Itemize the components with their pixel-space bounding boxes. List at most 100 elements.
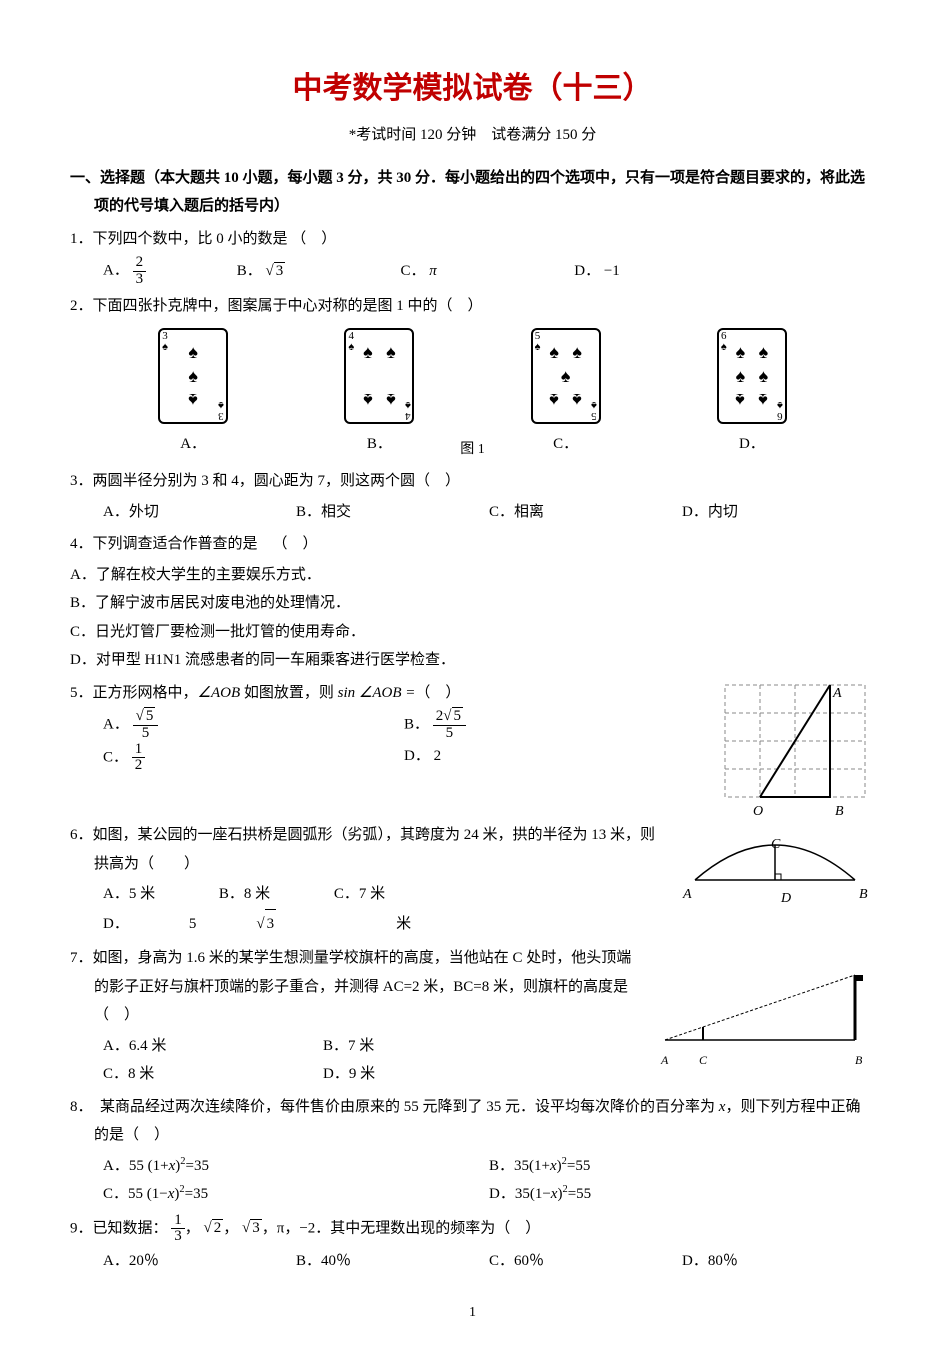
q4-B: B．了解宁波市居民对废电池的处理情况． — [70, 589, 875, 618]
q8-D: D．35(1−x)2=55 — [489, 1180, 875, 1209]
q8-D-pre: D．35(1− — [489, 1186, 551, 1202]
q5-A-value: √5 5 — [133, 709, 159, 742]
pip-icon: ♠ — [363, 391, 373, 409]
q1-A-label: A． — [103, 263, 129, 279]
card-6-pips: ♠ ♠ ♠ ♠ ♠ ♠ — [729, 344, 775, 408]
q5-figure: O B A — [715, 679, 875, 818]
q8-C: C．55 (1−x)2=35 — [103, 1180, 489, 1209]
info-suffix: 分 — [578, 127, 597, 143]
card-3-wrap: 3♠ 3♠ ♠ ♠ ♠ A． — [158, 328, 228, 459]
q3-C: C．相离 — [489, 498, 682, 527]
q7-C-lab: C — [699, 1049, 707, 1072]
pip-icon: ♠ — [188, 343, 198, 361]
pip-icon: ♠ — [572, 343, 582, 361]
q2-B-label: B． — [344, 430, 414, 459]
q8-text-pre: 8． 某商品经过两次连续降价，每件售价由原来的 55 元降到了 35 元．设平均… — [70, 1099, 719, 1115]
exam-info: *考试时间 120 分钟 试卷满分 150 分 — [70, 121, 875, 150]
q5-B-label: B． — [404, 717, 429, 733]
info-prefix: *考试时间 — [349, 127, 420, 143]
q5-D-label: D． — [404, 748, 430, 764]
page-title: 中考数学模拟试卷（十三） — [70, 60, 875, 117]
q1-C-value: π — [429, 263, 437, 279]
q9-sep3: ，π，−2．其中无理数出现的频率为（ ） — [262, 1220, 541, 1236]
card-6-wrap: 6♠ 6♠ ♠ ♠ ♠ ♠ ♠ ♠ D． — [717, 328, 787, 459]
pip-icon: ♠ — [188, 367, 198, 385]
q9-d2-rad: 2 — [212, 1219, 224, 1236]
question-1: 1．下列四个数中，比 0 小的数是 （ ） — [70, 225, 875, 254]
q8-C-pre: C．55 — [103, 1186, 143, 1202]
q1-B-value: √3 — [266, 257, 286, 286]
card-4-rank-tl: 4 — [349, 330, 355, 342]
q8-A-eq: =35 — [185, 1158, 208, 1174]
q5-options-row1: A． √5 5 B． 2√5 5 — [103, 709, 705, 742]
q9-text-pre: 9．已知数据： — [70, 1220, 168, 1236]
q3-options: A．外切 B．相交 C．相离 D．内切 — [103, 498, 875, 527]
q8-options-row1: A．55 (1+x)2=35 B．35(1+x)2=55 — [103, 1152, 875, 1181]
q4-A: A．了解在校大学生的主要娱乐方式． — [70, 561, 875, 590]
card-5-rank-br: 5 — [591, 410, 597, 422]
card-6-corner-tl: 6♠ — [721, 331, 727, 353]
full-score: 150 — [555, 127, 578, 143]
q7-C: C．8 米 — [103, 1060, 323, 1089]
q5-C-num: 1 — [132, 742, 146, 759]
q9-sep1: ， — [185, 1220, 200, 1236]
q1-D-label: D． — [574, 263, 600, 279]
card-3-pips: ♠ ♠ ♠ — [170, 344, 216, 408]
section-1-heading: 一、选择题（本大题共 10 小题，每小题 3 分，共 30 分．每小题给出的四个… — [70, 164, 875, 221]
q6-figure: A B C D — [675, 825, 875, 906]
q3-D: D．内切 — [682, 498, 875, 527]
q4-D: D．对甲型 H1N1 流感患者的同一车厢乘客进行医学检查． — [70, 646, 875, 675]
q9-d3: √3 — [242, 1214, 262, 1243]
question-9: 9．已知数据： 1 3 ， √2， √3，π，−2．其中无理数出现的频率为（ ） — [70, 1213, 875, 1246]
q5-text-pre: 5．正方形网格中， — [70, 685, 198, 701]
card-5-pips: ♠ ♠ ♠ ♠ ♠ — [543, 344, 589, 408]
info-mid: 分钟 试卷满分 — [442, 127, 555, 143]
q4-C: C．日光灯管厂要检测一批灯管的使用寿命． — [70, 618, 875, 647]
card-3-corner-br: 3♠ — [218, 399, 224, 421]
q6-B-label: B — [859, 882, 868, 909]
card-4-corner-br: 4♠ — [405, 399, 411, 421]
q5-B-num: 2√5 — [433, 709, 466, 726]
pip-icon: ♠ — [386, 343, 396, 361]
q6-B: B．8 米 — [219, 880, 270, 909]
q5-options-row2: C． 1 2 D． 2 — [103, 742, 705, 775]
pip-icon: ♠ — [363, 343, 373, 361]
card-5-rank-tl: 5 — [535, 330, 541, 342]
flagpole-svg — [655, 970, 875, 1050]
pip-icon: ♠ — [549, 391, 559, 409]
q3-A: A．外切 — [103, 498, 296, 527]
pip-icon: ♠ — [188, 391, 198, 409]
question-8: 8． 某商品经过两次连续降价，每件售价由原来的 55 元降到了 35 元．设平均… — [70, 1093, 875, 1150]
q3-B: B．相交 — [296, 498, 489, 527]
q5-A-radicand: 5 — [144, 707, 156, 724]
card-4-rank-br: 4 — [405, 410, 411, 422]
q5-text-mid: 如图放置，则 — [240, 685, 338, 701]
q5-A-num: √5 — [133, 709, 159, 726]
q8-options-row2: C．55 (1−x)2=35 D．35(1−x)2=55 — [103, 1180, 875, 1209]
page-number: 1 — [70, 1300, 875, 1327]
q6-D-label: D — [781, 886, 791, 913]
q8-A-mid: (1+ — [144, 1158, 169, 1174]
q6-A: A．5 米 — [103, 880, 155, 909]
card-3-rank-tl: 3 — [162, 330, 168, 342]
q8-C-eq: =35 — [185, 1186, 208, 1202]
pip-icon: ♠ — [386, 391, 396, 409]
q5-A-label: A — [833, 681, 842, 708]
q5-B-value: 2√5 5 — [433, 709, 466, 742]
q5-A-label: A． — [103, 717, 129, 733]
q9-sep2: ， — [223, 1220, 238, 1236]
q8-C-mid: (1− — [143, 1186, 168, 1202]
q6-A-label: A — [683, 882, 692, 909]
card-6: 6♠ 6♠ ♠ ♠ ♠ ♠ ♠ ♠ — [717, 328, 787, 424]
q1-B-radicand: 3 — [274, 262, 286, 279]
q5-B-radicand: 5 — [452, 707, 464, 724]
q5-C-label: C． — [103, 749, 128, 765]
q1-A-num: 2 — [133, 255, 147, 272]
grid-svg — [715, 679, 875, 807]
q6-C: C．7 米 — [334, 880, 385, 909]
q7-options-row1: A．6.4 米 B．7 米 — [103, 1032, 543, 1061]
pip-icon: ♠ — [759, 391, 769, 409]
q2-D-label: D． — [717, 430, 787, 459]
question-4: 4．下列调查适合作普查的是 （ ） — [70, 530, 875, 559]
card-5-corner-tl: 5♠ — [535, 331, 541, 353]
